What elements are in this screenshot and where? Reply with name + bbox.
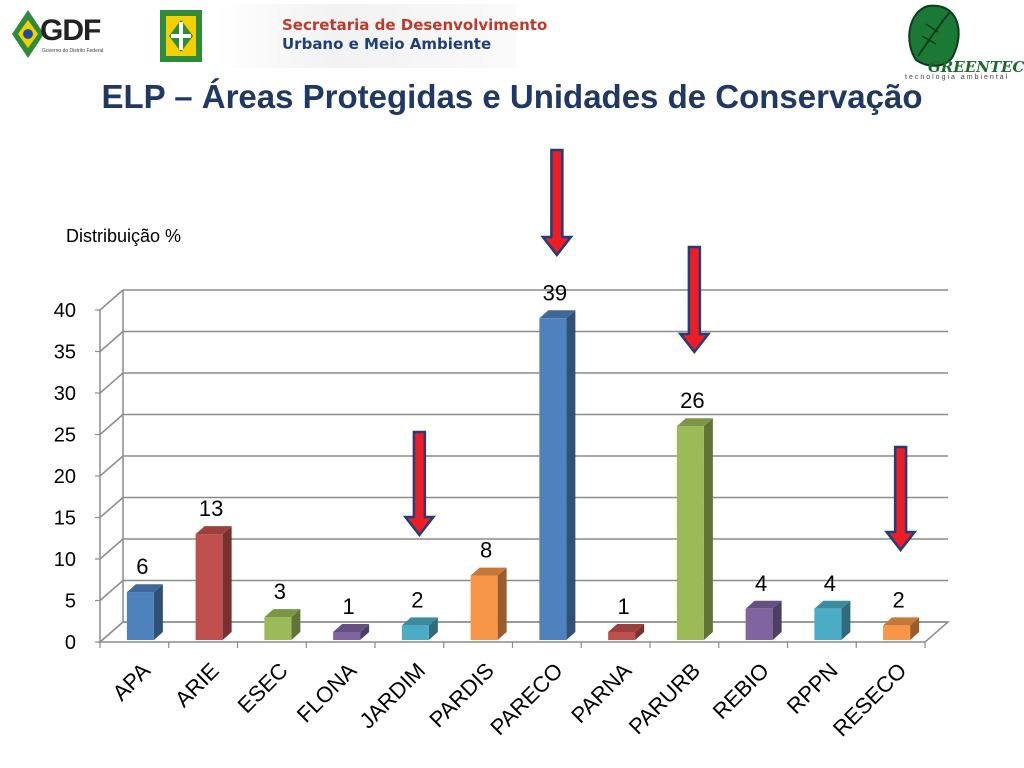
bar-flona xyxy=(333,632,361,640)
bar-top xyxy=(264,609,301,618)
secretaria-banner xyxy=(216,4,516,68)
bar-side xyxy=(566,310,576,640)
coat-of-arms-icon xyxy=(160,10,202,62)
data-label: 3 xyxy=(274,579,286,604)
x-tick-label: RPPN xyxy=(782,658,843,719)
gdf-logo-text: GDF xyxy=(40,14,101,47)
bar-pardis xyxy=(470,575,498,640)
bar-top xyxy=(333,624,370,632)
data-label: 8 xyxy=(480,538,492,563)
bar-top xyxy=(539,310,576,319)
bar-apa xyxy=(126,592,154,640)
bar-jardim xyxy=(401,625,429,640)
bar-side xyxy=(635,624,645,640)
x-tick-label: APA xyxy=(107,658,155,706)
y-tick-label: 20 xyxy=(54,466,76,488)
x-tick-label: PARNA xyxy=(566,658,636,728)
bar-top xyxy=(608,624,645,632)
down-arrow-icon xyxy=(677,245,711,355)
x-tick-label: ESEC xyxy=(233,658,293,718)
bar-reseco xyxy=(883,625,911,640)
bar-top xyxy=(195,526,232,535)
bar-rebio xyxy=(745,608,773,640)
bar-top xyxy=(814,600,851,609)
gridline-side xyxy=(99,538,124,560)
x-tick-label: FLONA xyxy=(292,658,362,728)
data-label: 1 xyxy=(618,594,630,619)
bar-side xyxy=(428,617,438,640)
bar-chart: 0 5 10 15 20 25 30 35 40 6 APA 13 ARIE 3 ESEC 1 FLONA 2 JA… xyxy=(54,148,951,741)
bar-pareco xyxy=(539,318,567,640)
y-tick-label: 40 xyxy=(54,300,76,322)
y-tick-label: 0 xyxy=(65,632,76,654)
y-tick-label: 5 xyxy=(65,591,76,613)
data-label: 2 xyxy=(411,587,423,612)
bar-rppn xyxy=(814,608,842,640)
data-label: 39 xyxy=(543,280,567,305)
bar-side xyxy=(703,418,713,640)
bar-side xyxy=(291,609,301,640)
greentec-leaf-icon xyxy=(908,4,960,67)
down-arrow-icon xyxy=(402,430,436,538)
gridline-side xyxy=(99,330,124,353)
data-label: 1 xyxy=(343,594,355,619)
gridline-side xyxy=(99,413,124,436)
data-label: 4 xyxy=(824,571,836,596)
x-tick-label: PARURB xyxy=(624,658,705,739)
slide-title: ELP – Áreas Protegidas e Unidades de Con… xyxy=(101,78,923,115)
y-tick-label: 30 xyxy=(54,383,76,405)
x-tick-label: ARIE xyxy=(170,658,224,712)
gdf-logo-icon xyxy=(12,10,44,58)
down-arrow-icon xyxy=(884,445,918,553)
bar-top xyxy=(401,617,438,626)
bar-side xyxy=(497,567,507,640)
bar-top xyxy=(883,617,920,626)
y-tick-label: 15 xyxy=(54,508,76,530)
gridline-side xyxy=(99,289,124,311)
bar-top xyxy=(745,600,782,609)
bar-side xyxy=(910,617,920,640)
y-tick-label: 10 xyxy=(54,549,76,571)
gridline-side xyxy=(99,455,124,477)
data-label: 4 xyxy=(755,571,767,596)
x-tick-label: JARDIM xyxy=(355,658,431,734)
bar-parurb xyxy=(676,426,704,640)
greentec-logo-tagline: tecnologia ambiental xyxy=(905,74,1010,81)
chart-y-axis-label: Distribuição % xyxy=(66,226,182,246)
bar-arie xyxy=(195,534,223,640)
bar-side xyxy=(360,624,370,640)
data-label: 2 xyxy=(893,587,905,612)
data-label: 26 xyxy=(680,388,704,413)
y-tick-label: 35 xyxy=(54,342,76,364)
data-label: 6 xyxy=(136,554,148,579)
bar-parna xyxy=(608,632,636,640)
gridline-side xyxy=(99,579,124,602)
bar-top xyxy=(470,567,507,576)
bar-side xyxy=(772,600,782,640)
secretaria-line2: Urbano e Meio Ambiente xyxy=(282,35,492,53)
down-arrow-icon xyxy=(540,148,574,258)
bar-side xyxy=(841,600,851,640)
data-label: 13 xyxy=(199,496,223,521)
gdf-logo-subtitle: Governo do Distrito Federal xyxy=(42,48,104,54)
bar-top xyxy=(676,418,713,427)
x-tick-label: RESECO xyxy=(828,658,911,741)
y-tick-label: 25 xyxy=(54,425,76,447)
bar-side xyxy=(153,584,163,640)
slide-header: GDF Governo do Distrito Federal Secretar… xyxy=(0,0,1024,140)
bar-side xyxy=(222,526,232,640)
bar-top xyxy=(126,584,163,593)
x-tick-label: PARECO xyxy=(485,658,567,740)
x-tick-label: REBIO xyxy=(708,658,774,724)
greentec-logo-name: GREENTEC xyxy=(928,58,1024,76)
gridline-side xyxy=(99,372,124,394)
bar-esec xyxy=(264,617,292,640)
secretaria-line1: Secretaria de Desenvolvimento xyxy=(282,16,548,34)
gridline-side xyxy=(99,496,124,519)
